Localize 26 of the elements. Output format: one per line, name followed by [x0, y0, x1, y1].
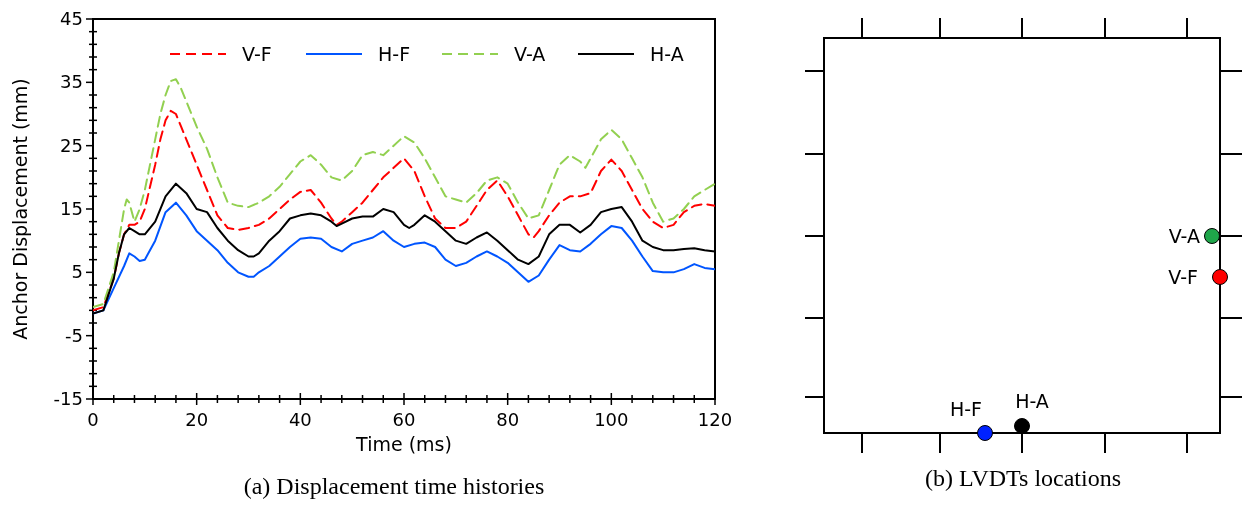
- y-tick-label: 25: [60, 134, 83, 156]
- text: H-F: [949, 398, 983, 420]
- x-tick-label: 20: [185, 409, 209, 430]
- legend-label: H-F: [378, 43, 411, 65]
- y-tick-label: -15: [53, 388, 83, 409]
- x-tick-label: 100: [594, 409, 629, 430]
- x-axis-title: Time (ms): [355, 433, 452, 455]
- text: V-F: [1168, 266, 1198, 288]
- y-tick-label: -5: [65, 324, 83, 346]
- text: (b) LVDTs locations: [924, 465, 1122, 491]
- y-tick-label: 45: [60, 8, 83, 29]
- text: V-A: [1168, 225, 1200, 247]
- x-tick-label: 40: [288, 409, 312, 430]
- y-tick-label: 15: [60, 198, 83, 219]
- legend-label: H-A: [650, 43, 684, 65]
- text: (a) Displacement time histories: [243, 473, 545, 499]
- legend-label: V-F: [242, 43, 272, 65]
- y-axis-title: Anchor Displacement (mm): [9, 78, 31, 340]
- x-tick-label: 80: [496, 409, 520, 430]
- x-tick-label: 120: [697, 409, 733, 430]
- legend-label: V-A: [514, 43, 546, 65]
- y-tick-label: 35: [60, 71, 83, 93]
- x-tick-label: 60: [392, 409, 416, 430]
- y-tick-label: 5: [71, 261, 83, 283]
- text: H-A: [1015, 390, 1049, 412]
- x-tick-label: 0: [87, 409, 99, 430]
